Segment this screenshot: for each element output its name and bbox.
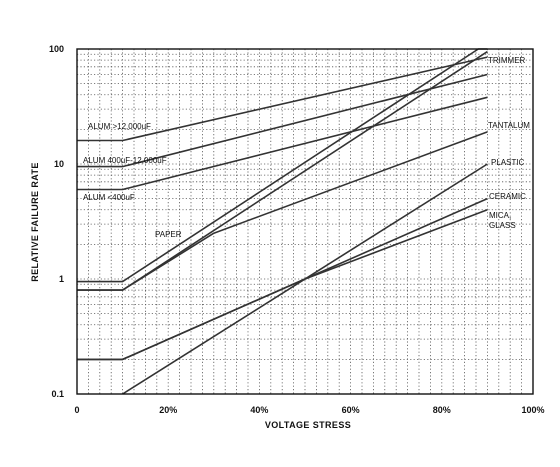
x-tick-label: 80% <box>433 405 451 415</box>
x-tick-labels: 0 20% 40% 60% 80% 100% <box>74 405 544 415</box>
label-glass: GLASS <box>489 221 516 230</box>
x-tick-label: 20% <box>159 405 177 415</box>
grid-lines <box>77 49 533 394</box>
x-tick-label: 40% <box>250 405 268 415</box>
y-tick-label: 100 <box>49 44 64 54</box>
series-line-alum-400uf-12-000uf <box>77 73 488 168</box>
y-tick-label: 0.1 <box>51 389 64 399</box>
x-tick-label: 0 <box>74 405 79 415</box>
series-line-mica-glass <box>77 209 488 361</box>
plot-frame <box>76 48 534 395</box>
label-mica: MICA, <box>489 211 511 220</box>
label-ceramic: CERAMIC <box>489 192 526 201</box>
x-tick-label: 60% <box>342 405 360 415</box>
label-tantalum: TANTALUM <box>488 121 530 130</box>
label-alum-low: ALUM <400uF <box>83 193 135 202</box>
x-tick-label: 100% <box>521 405 544 415</box>
y-tick-label: 1 <box>59 274 64 284</box>
y-tick-label: 10 <box>54 159 64 169</box>
label-trimmer: TRIMMER <box>488 56 526 65</box>
series-line-tantalum <box>77 131 488 291</box>
series-line-alum-12-000uf <box>77 56 488 142</box>
series-line-alum-400uf <box>77 96 488 191</box>
label-alum-high: ALUM >12,000uF <box>88 122 151 131</box>
y-axis-title: RELATIVE FAILURE RATE <box>30 162 40 282</box>
label-alum-mid: ALUM 400uF-12,000uF <box>83 156 167 165</box>
x-axis-title: VOLTAGE STRESS <box>265 420 351 430</box>
label-plastic: PLASTIC <box>491 158 525 167</box>
label-paper: PAPER <box>155 230 182 239</box>
y-tick-labels: 0.1 1 10 100 <box>49 44 64 399</box>
